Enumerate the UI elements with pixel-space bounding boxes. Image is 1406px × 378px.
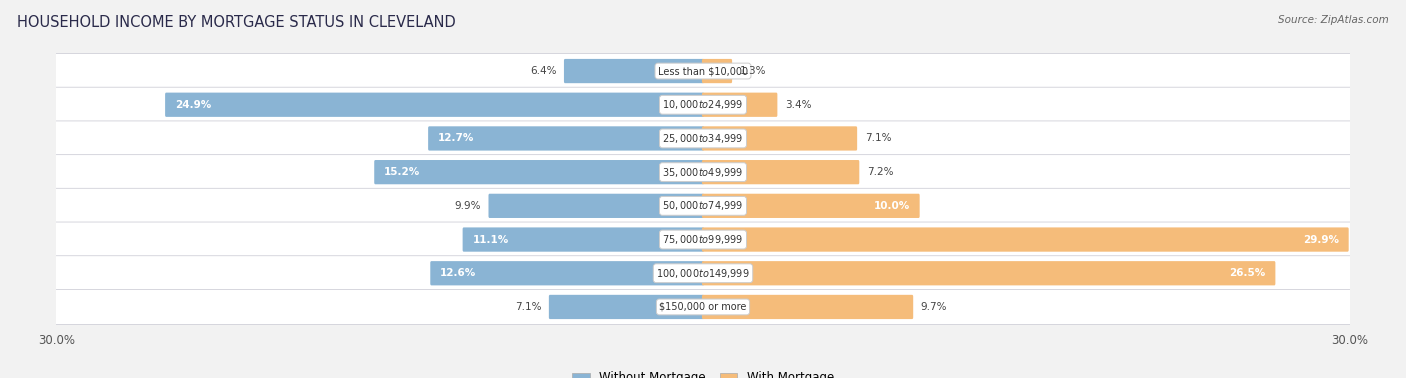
- FancyBboxPatch shape: [45, 188, 1361, 223]
- FancyBboxPatch shape: [702, 228, 1348, 252]
- FancyBboxPatch shape: [702, 59, 733, 83]
- Text: $75,000 to $99,999: $75,000 to $99,999: [662, 233, 744, 246]
- FancyBboxPatch shape: [45, 87, 1361, 122]
- Text: $25,000 to $34,999: $25,000 to $34,999: [662, 132, 744, 145]
- Text: 7.1%: 7.1%: [515, 302, 541, 312]
- FancyBboxPatch shape: [548, 295, 704, 319]
- FancyBboxPatch shape: [702, 194, 920, 218]
- Text: 9.7%: 9.7%: [921, 302, 948, 312]
- FancyBboxPatch shape: [488, 194, 704, 218]
- FancyBboxPatch shape: [463, 228, 704, 252]
- Text: 29.9%: 29.9%: [1303, 235, 1339, 245]
- FancyBboxPatch shape: [429, 126, 704, 150]
- FancyBboxPatch shape: [702, 160, 859, 184]
- Legend: Without Mortgage, With Mortgage: Without Mortgage, With Mortgage: [572, 372, 834, 378]
- Text: 3.4%: 3.4%: [785, 100, 811, 110]
- FancyBboxPatch shape: [45, 222, 1361, 257]
- FancyBboxPatch shape: [45, 54, 1361, 88]
- FancyBboxPatch shape: [45, 121, 1361, 156]
- Text: 12.6%: 12.6%: [440, 268, 477, 278]
- Text: 15.2%: 15.2%: [384, 167, 420, 177]
- FancyBboxPatch shape: [702, 261, 1275, 285]
- Text: $150,000 or more: $150,000 or more: [659, 302, 747, 312]
- FancyBboxPatch shape: [702, 126, 858, 150]
- Text: HOUSEHOLD INCOME BY MORTGAGE STATUS IN CLEVELAND: HOUSEHOLD INCOME BY MORTGAGE STATUS IN C…: [17, 15, 456, 30]
- FancyBboxPatch shape: [374, 160, 704, 184]
- Text: 7.2%: 7.2%: [868, 167, 893, 177]
- Text: 12.7%: 12.7%: [437, 133, 474, 143]
- FancyBboxPatch shape: [45, 256, 1361, 291]
- FancyBboxPatch shape: [45, 290, 1361, 324]
- Text: 24.9%: 24.9%: [174, 100, 211, 110]
- Text: 11.1%: 11.1%: [472, 235, 509, 245]
- Text: 6.4%: 6.4%: [530, 66, 557, 76]
- Text: 10.0%: 10.0%: [873, 201, 910, 211]
- Text: $35,000 to $49,999: $35,000 to $49,999: [662, 166, 744, 179]
- FancyBboxPatch shape: [430, 261, 704, 285]
- FancyBboxPatch shape: [165, 93, 704, 117]
- FancyBboxPatch shape: [702, 295, 914, 319]
- Text: 7.1%: 7.1%: [865, 133, 891, 143]
- FancyBboxPatch shape: [702, 93, 778, 117]
- Text: $10,000 to $24,999: $10,000 to $24,999: [662, 98, 744, 111]
- Text: Source: ZipAtlas.com: Source: ZipAtlas.com: [1278, 15, 1389, 25]
- Text: 9.9%: 9.9%: [454, 201, 481, 211]
- Text: $50,000 to $74,999: $50,000 to $74,999: [662, 199, 744, 212]
- Text: Less than $10,000: Less than $10,000: [658, 66, 748, 76]
- FancyBboxPatch shape: [45, 155, 1361, 190]
- Text: 26.5%: 26.5%: [1229, 268, 1265, 278]
- Text: $100,000 to $149,999: $100,000 to $149,999: [657, 267, 749, 280]
- Text: 1.3%: 1.3%: [740, 66, 766, 76]
- FancyBboxPatch shape: [564, 59, 704, 83]
